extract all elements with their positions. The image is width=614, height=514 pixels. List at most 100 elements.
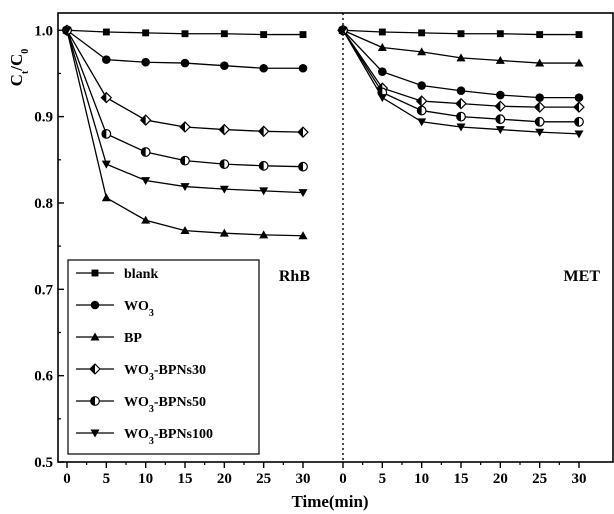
series-WO3-BPNs50 xyxy=(62,25,308,172)
legend-item: WO3-BPNs50 xyxy=(76,395,206,415)
marker-triangle xyxy=(298,231,308,240)
y-tick-label: 0.7 xyxy=(34,282,53,298)
marker-circle xyxy=(180,58,190,68)
marker-square xyxy=(260,31,268,39)
x-tick-label: 15 xyxy=(178,471,193,487)
marker-diamond-half xyxy=(89,363,101,375)
marker-circle-half xyxy=(495,114,506,125)
x-tick-label: 25 xyxy=(532,471,547,487)
series-WO3 xyxy=(338,25,584,102)
legend-label: BP xyxy=(124,331,142,346)
marker-triangle-down xyxy=(495,126,505,135)
y-axis-title: Ct/C0 xyxy=(7,49,31,87)
marker-triangle-down xyxy=(219,185,229,194)
marker-circle-half xyxy=(180,155,190,166)
x-tick-label: 30 xyxy=(296,471,311,487)
legend: blank WO3 BP WO3-BPNs30 WO3-BPNs50 WO3-BPNs10… xyxy=(67,259,260,455)
marker-triangle-down xyxy=(417,118,427,127)
marker-circle-half xyxy=(534,116,545,127)
marker-circle xyxy=(378,67,387,77)
marker-triangle xyxy=(417,47,427,56)
marker-diamond-half xyxy=(139,114,152,126)
marker-square xyxy=(418,29,426,37)
panel-label-MET: MET xyxy=(564,268,601,285)
panel-label-RhB: RhB xyxy=(279,268,310,285)
marker-triangle xyxy=(141,215,151,224)
series-layer xyxy=(61,24,585,240)
series-WO3-BPNs100 xyxy=(62,26,308,198)
panel-MET xyxy=(337,24,585,139)
marker-circle-half xyxy=(456,111,466,122)
marker-triangle-down xyxy=(141,177,151,186)
marker-triangle-down xyxy=(456,123,466,132)
marker-circle xyxy=(574,93,584,102)
marker-diamond-half xyxy=(257,125,270,138)
series-BP xyxy=(62,25,308,240)
marker-triangle xyxy=(219,228,229,237)
marker-triangle-down xyxy=(535,128,545,137)
x-tick-label: 20 xyxy=(217,471,232,487)
marker-triangle-down xyxy=(62,26,72,35)
legend-label: WO3 xyxy=(124,299,154,319)
y-axis-title-sub1: t xyxy=(20,70,31,74)
marker-diamond-half xyxy=(218,123,231,136)
marker-circle-half xyxy=(258,160,269,171)
marker-circle-half xyxy=(101,128,112,139)
marker-circle xyxy=(298,63,308,73)
series-WO3-BPNs30 xyxy=(61,24,309,138)
legend-item: WO3-BPNs30 xyxy=(76,363,206,383)
series-line xyxy=(342,29,579,108)
marker-diamond-half xyxy=(494,100,507,113)
marker-triangle xyxy=(456,53,466,62)
marker-circle xyxy=(496,90,505,100)
marker-square xyxy=(378,28,386,36)
marker-triangle xyxy=(495,55,505,64)
marker-square xyxy=(536,31,544,39)
marker-circle-half xyxy=(90,396,100,406)
marker-triangle xyxy=(180,226,190,235)
x-tick-label: 30 xyxy=(572,471,587,487)
marker-circle-half xyxy=(140,147,151,157)
marker-diamond-half xyxy=(455,97,467,110)
x-axis: 0 5 10 15 20 25 30 0 5 10 15 20 25 30 xyxy=(63,462,587,487)
y-axis-title-main: C xyxy=(7,74,26,86)
y-axis-title-sep: /C xyxy=(7,54,26,72)
x-tick-label: 10 xyxy=(138,471,153,487)
marker-circle xyxy=(456,86,466,96)
marker-circle xyxy=(141,57,150,67)
y-tick-label: 0.5 xyxy=(34,455,53,471)
marker-circle xyxy=(220,61,229,70)
series-blank xyxy=(63,26,307,39)
marker-diamond-half xyxy=(415,95,428,107)
marker-circle-half xyxy=(416,105,427,116)
panel-labels: RhB MET xyxy=(279,268,600,285)
marker-square xyxy=(299,31,307,39)
series-blank xyxy=(339,26,583,39)
plot-border xyxy=(57,12,614,463)
marker-triangle xyxy=(574,58,584,67)
series-line xyxy=(66,29,304,133)
legend-label: WO3-BPNs50 xyxy=(124,395,206,415)
x-tick-label: 5 xyxy=(103,471,111,487)
marker-square xyxy=(181,30,189,38)
y-tick-label: 0.6 xyxy=(34,369,53,385)
marker-circle-half xyxy=(298,161,308,172)
marker-triangle-down xyxy=(574,130,584,139)
series-WO3-BPNs100 xyxy=(338,26,584,139)
marker-square xyxy=(575,31,583,39)
marker-triangle-down xyxy=(101,160,111,169)
legend-item: blank xyxy=(76,267,158,282)
x-tick-label: 0 xyxy=(63,471,71,487)
x-tick-label: 25 xyxy=(256,471,271,487)
marker-square xyxy=(142,29,150,37)
marker-circle xyxy=(259,63,268,73)
x-tick-label: 0 xyxy=(339,471,347,487)
marker-square xyxy=(220,30,228,38)
marker-triangle-down xyxy=(259,187,269,196)
marker-square xyxy=(102,28,110,36)
y-axis: 0.5 0.6 0.7 0.8 0.9 1.0 xyxy=(34,23,64,471)
legend-label: WO3-BPNs100 xyxy=(124,427,213,447)
x-axis-title: Time(min) xyxy=(291,492,368,511)
marker-triangle-down xyxy=(180,183,190,192)
marker-triangle-down xyxy=(377,94,387,103)
